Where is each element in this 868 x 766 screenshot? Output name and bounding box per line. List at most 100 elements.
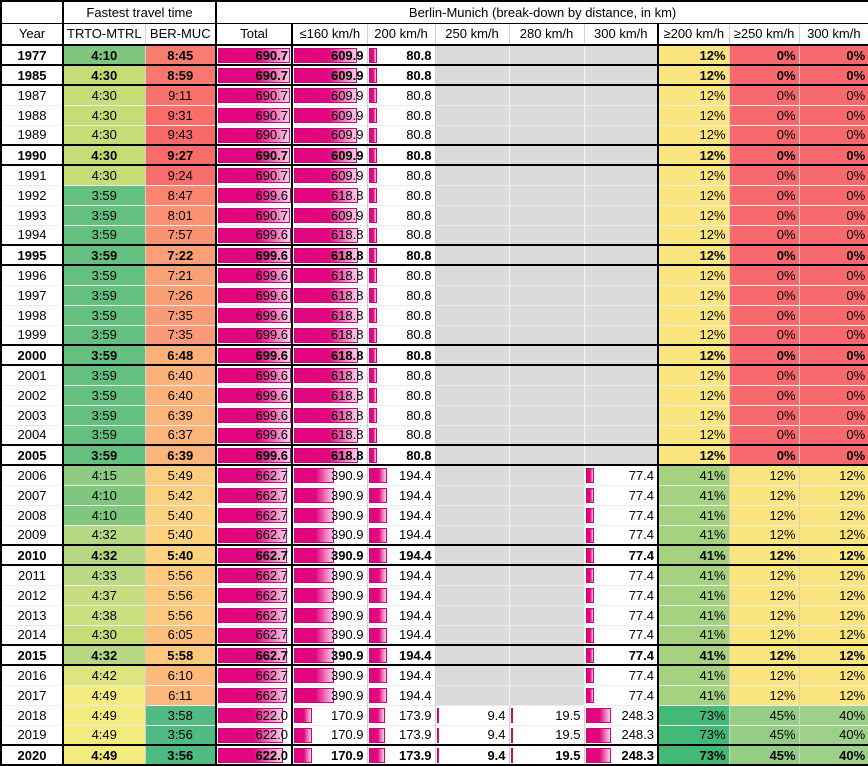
ber-time-cell[interactable]: 3:58 bbox=[145, 705, 218, 726]
pct-ge250-cell[interactable]: 12% bbox=[729, 525, 800, 546]
k160-bar-cell[interactable]: 170.9 bbox=[292, 725, 368, 746]
ber-time-cell[interactable]: 7:57 bbox=[145, 225, 218, 246]
k200-bar-cell[interactable]: 80.8 bbox=[367, 225, 436, 246]
trto-time-cell[interactable]: 3:59 bbox=[63, 365, 146, 386]
pct-ge250-cell[interactable]: 0% bbox=[729, 144, 800, 166]
total-bar-cell[interactable]: 662.7 bbox=[216, 685, 294, 706]
pct-300-cell[interactable]: 40% bbox=[799, 705, 868, 726]
trto-time-cell[interactable]: 4:37 bbox=[63, 585, 146, 606]
k300-bar-cell[interactable]: 77.4 bbox=[584, 585, 660, 606]
k200-bar-cell[interactable]: 194.4 bbox=[367, 544, 436, 566]
year-cell[interactable]: 2001 bbox=[1, 365, 64, 386]
k200-bar-cell[interactable]: 80.8 bbox=[367, 265, 436, 286]
pct-ge200-cell[interactable]: 41% bbox=[658, 505, 730, 526]
ber-time-cell[interactable]: 7:26 bbox=[145, 285, 218, 306]
year-cell[interactable]: 2015 bbox=[1, 644, 64, 666]
k250-bar-cell[interactable] bbox=[435, 85, 510, 106]
k200-bar-cell[interactable]: 173.9 bbox=[367, 705, 436, 726]
year-cell[interactable]: 2013 bbox=[1, 605, 64, 626]
trto-time-cell[interactable]: 4:30 bbox=[63, 125, 146, 146]
k300-bar-cell[interactable]: 77.4 bbox=[584, 505, 660, 526]
k160-bar-cell[interactable]: 609.9 bbox=[292, 165, 368, 186]
k300-bar-cell[interactable] bbox=[584, 385, 660, 406]
pct-ge200-cell[interactable]: 73% bbox=[658, 744, 730, 766]
year-cell[interactable]: 2017 bbox=[1, 685, 64, 706]
pct-ge200-cell[interactable]: 12% bbox=[658, 105, 730, 126]
year-cell[interactable]: 1997 bbox=[1, 285, 64, 306]
total-bar-cell[interactable]: 699.6 bbox=[216, 244, 294, 266]
k300-bar-cell[interactable]: 77.4 bbox=[584, 685, 660, 706]
trto-time-cell[interactable]: 4:32 bbox=[63, 544, 146, 566]
pct-ge250-cell[interactable]: 0% bbox=[729, 405, 800, 426]
k200-bar-cell[interactable]: 194.4 bbox=[367, 505, 436, 526]
k200-bar-cell[interactable]: 80.8 bbox=[367, 405, 436, 426]
pct-300-cell[interactable]: 0% bbox=[799, 305, 868, 326]
k280-bar-cell[interactable] bbox=[509, 244, 585, 266]
k250-bar-cell[interactable] bbox=[435, 105, 510, 126]
total-bar-cell[interactable]: 699.6 bbox=[216, 385, 294, 406]
ber-time-cell[interactable]: 6:48 bbox=[145, 344, 218, 366]
k280-bar-cell[interactable] bbox=[509, 185, 585, 206]
trto-time-cell[interactable]: 3:59 bbox=[63, 265, 146, 286]
pct-300-cell[interactable]: 40% bbox=[799, 725, 868, 746]
k200-bar-cell[interactable]: 194.4 bbox=[367, 644, 436, 666]
k250-bar-cell[interactable] bbox=[435, 425, 510, 446]
k160-bar-cell[interactable]: 390.9 bbox=[292, 605, 368, 626]
total-bar-cell[interactable]: 662.7 bbox=[216, 544, 294, 566]
pct-ge200-cell[interactable]: 12% bbox=[658, 185, 730, 206]
k250-bar-cell[interactable] bbox=[435, 64, 510, 86]
ber-time-cell[interactable]: 5:58 bbox=[145, 644, 218, 666]
pct-ge250-cell[interactable]: 0% bbox=[729, 444, 800, 466]
k300-bar-cell[interactable] bbox=[584, 165, 660, 186]
ber-time-cell[interactable]: 7:35 bbox=[145, 325, 218, 346]
k300-bar-cell[interactable] bbox=[584, 265, 660, 286]
year-cell[interactable]: 1977 bbox=[1, 44, 64, 66]
k280-bar-cell[interactable] bbox=[509, 544, 585, 566]
total-bar-cell[interactable]: 699.6 bbox=[216, 325, 294, 346]
k160-bar-cell[interactable]: 618.8 bbox=[292, 444, 368, 466]
pct-300-cell[interactable]: 0% bbox=[799, 225, 868, 246]
trto-time-cell[interactable]: 3:59 bbox=[63, 285, 146, 306]
k250-bar-cell[interactable] bbox=[435, 344, 510, 366]
pct-ge200-cell[interactable]: 12% bbox=[658, 285, 730, 306]
trto-time-cell[interactable]: 4:30 bbox=[63, 105, 146, 126]
pct-ge250-cell[interactable]: 12% bbox=[729, 644, 800, 666]
k250-bar-cell[interactable] bbox=[435, 685, 510, 706]
trto-time-cell[interactable]: 4:15 bbox=[63, 465, 146, 486]
k200-bar-cell[interactable]: 80.8 bbox=[367, 325, 436, 346]
pct-ge250-cell[interactable]: 0% bbox=[729, 205, 800, 226]
col-header-le160[interactable]: ≤160 km/h bbox=[292, 23, 368, 46]
ber-time-cell[interactable]: 9:27 bbox=[145, 144, 218, 166]
k200-bar-cell[interactable]: 173.9 bbox=[367, 725, 436, 746]
k200-bar-cell[interactable]: 80.8 bbox=[367, 285, 436, 306]
k250-bar-cell[interactable] bbox=[435, 365, 510, 386]
total-bar-cell[interactable]: 622.0 bbox=[216, 725, 294, 746]
pct-ge250-cell[interactable]: 0% bbox=[729, 265, 800, 286]
k250-bar-cell[interactable] bbox=[435, 325, 510, 346]
pct-300-cell[interactable]: 12% bbox=[799, 665, 868, 686]
ber-time-cell[interactable]: 7:22 bbox=[145, 244, 218, 266]
total-bar-cell[interactable]: 690.7 bbox=[216, 165, 294, 186]
col-header-ge250-pct[interactable]: ≥250 km/h bbox=[729, 23, 800, 46]
group-header-berlin-munich[interactable]: Berlin-Munich (break-down by distance, i… bbox=[216, 1, 868, 24]
k160-bar-cell[interactable]: 609.9 bbox=[292, 125, 368, 146]
pct-300-cell[interactable]: 0% bbox=[799, 44, 868, 66]
k280-bar-cell[interactable] bbox=[509, 585, 585, 606]
k280-bar-cell[interactable] bbox=[509, 644, 585, 666]
k200-bar-cell[interactable]: 80.8 bbox=[367, 365, 436, 386]
k300-bar-cell[interactable] bbox=[584, 425, 660, 446]
ber-time-cell[interactable]: 5:56 bbox=[145, 585, 218, 606]
pct-ge250-cell[interactable]: 12% bbox=[729, 665, 800, 686]
k250-bar-cell[interactable] bbox=[435, 244, 510, 266]
k300-bar-cell[interactable]: 248.3 bbox=[584, 705, 660, 726]
ber-time-cell[interactable]: 5:40 bbox=[145, 525, 218, 546]
k160-bar-cell[interactable]: 390.9 bbox=[292, 665, 368, 686]
col-header-250[interactable]: 250 km/h bbox=[435, 23, 510, 46]
ber-time-cell[interactable]: 6:37 bbox=[145, 425, 218, 446]
k160-bar-cell[interactable]: 390.9 bbox=[292, 465, 368, 486]
k280-bar-cell[interactable] bbox=[509, 685, 585, 706]
total-bar-cell[interactable]: 699.6 bbox=[216, 425, 294, 446]
k300-bar-cell[interactable] bbox=[584, 244, 660, 266]
pct-ge250-cell[interactable]: 0% bbox=[729, 85, 800, 106]
pct-300-cell[interactable]: 0% bbox=[799, 325, 868, 346]
